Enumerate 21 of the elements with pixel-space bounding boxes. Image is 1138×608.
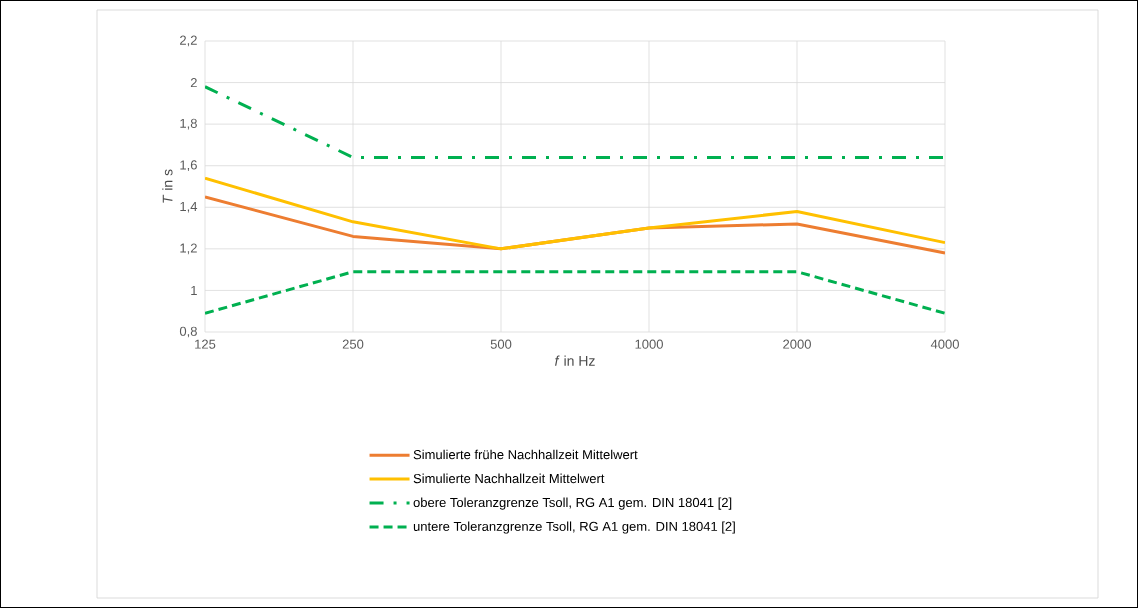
y-tick-label: 1,4 [180,201,198,213]
y-tick-label: 1,2 [180,243,197,255]
legend-label: Simulierte Nachhallzeit Mittelwert [413,473,605,484]
y-tick-label: 2 [190,78,197,88]
x-tick-label: 500 [490,339,512,349]
y-tick-label: 1 [191,285,197,295]
x-axis-title: f in Hz [555,355,595,366]
x-tick-label: 4000 [930,339,959,349]
x-tick-label: 125 [195,339,216,349]
legend-label: obere Toleranzgrenze Tsoll, RG A1 gem. DIN 18041 [2] [413,497,732,510]
y-axis-title: T in s [162,169,173,203]
line-series [205,176,946,251]
x-tick-label: 2000 [783,339,811,349]
x-tick-label: 1000 [635,339,663,349]
y-tick-label: 0,8 [179,326,197,338]
legend-label: Simulierte frühe Nachhallzeit Mittelwert [413,449,638,460]
y-tick-label: 2,2 [180,35,197,47]
legend-label: untere Toleranzgrenze Tsoll, RG A1 gem. DIN 18041 [2] [413,521,735,534]
x-tick-label: 250 [342,339,364,349]
y-tick-label: 1,6 [180,160,197,172]
y-tick-label: 1,8 [180,118,197,130]
